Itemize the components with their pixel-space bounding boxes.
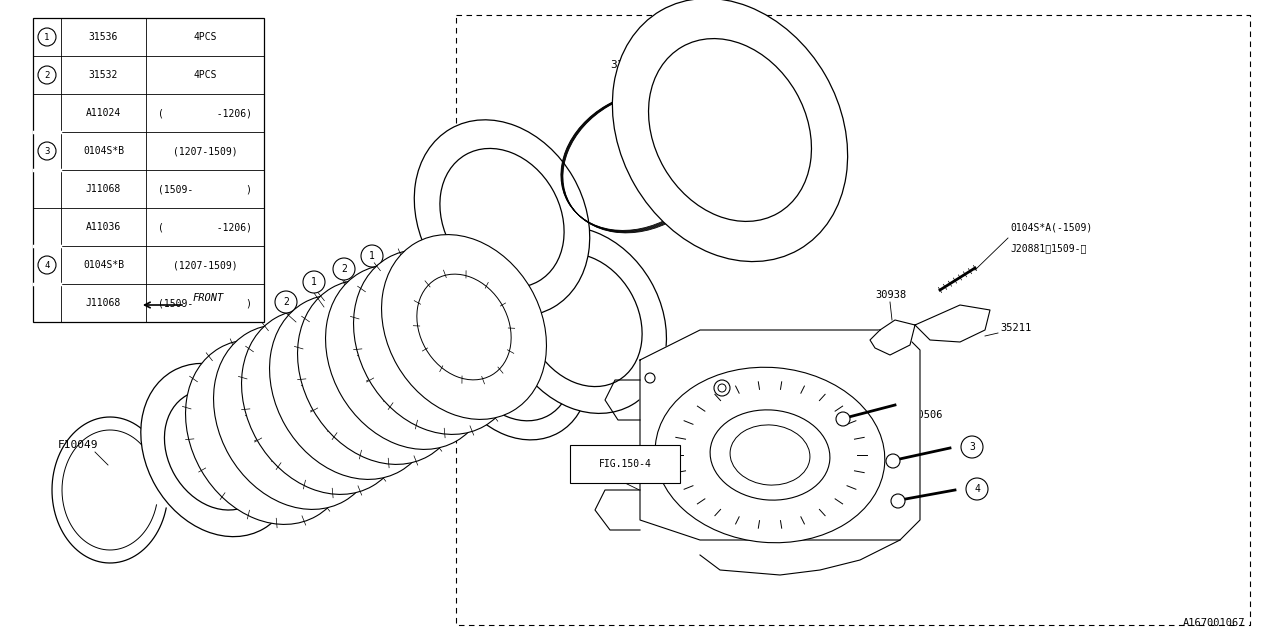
Text: G91414: G91414	[739, 370, 776, 380]
Ellipse shape	[524, 253, 643, 387]
Text: 1: 1	[369, 251, 375, 261]
Text: 0104S*A(-1509): 0104S*A(-1509)	[1010, 223, 1092, 233]
Ellipse shape	[361, 304, 456, 410]
Circle shape	[961, 436, 983, 458]
Text: (1509-         ): (1509- )	[157, 298, 252, 308]
Circle shape	[275, 291, 297, 313]
Ellipse shape	[415, 120, 590, 316]
Ellipse shape	[649, 38, 812, 221]
Polygon shape	[915, 305, 989, 342]
Ellipse shape	[297, 280, 462, 465]
Circle shape	[361, 245, 383, 267]
Bar	[570, 445, 680, 483]
Text: (         -1206): ( -1206)	[157, 108, 252, 118]
Ellipse shape	[612, 0, 847, 262]
Text: FIG.150-4: FIG.150-4	[599, 459, 652, 469]
Text: J11068: J11068	[86, 184, 122, 194]
Circle shape	[886, 454, 900, 468]
Circle shape	[718, 384, 726, 392]
Ellipse shape	[710, 410, 829, 500]
Text: 2: 2	[340, 264, 347, 274]
Ellipse shape	[333, 319, 428, 425]
Ellipse shape	[242, 310, 407, 495]
Text: 3: 3	[969, 442, 975, 452]
Ellipse shape	[440, 148, 564, 287]
Circle shape	[714, 380, 730, 396]
Text: 4: 4	[45, 260, 50, 269]
Text: F10049: F10049	[58, 440, 99, 450]
Text: J11068: J11068	[86, 298, 122, 308]
Ellipse shape	[305, 334, 399, 440]
Ellipse shape	[214, 324, 379, 509]
Text: 0104S*B: 0104S*B	[83, 146, 124, 156]
Text: 31668: 31668	[458, 160, 492, 170]
Ellipse shape	[389, 289, 483, 395]
Text: (1207-1509): (1207-1509)	[173, 146, 237, 156]
Ellipse shape	[221, 379, 315, 485]
Text: 31648: 31648	[800, 190, 833, 200]
Ellipse shape	[186, 340, 351, 524]
Circle shape	[38, 142, 56, 160]
Bar	[33, 18, 264, 322]
Ellipse shape	[164, 390, 271, 510]
Text: FRONT: FRONT	[193, 293, 224, 303]
Text: 31521: 31521	[590, 250, 623, 260]
Text: 4: 4	[974, 484, 980, 494]
Circle shape	[38, 66, 56, 84]
Text: 31536: 31536	[88, 32, 118, 42]
Text: (         -1206): ( -1206)	[157, 222, 252, 232]
Text: 0104S*B: 0104S*B	[83, 260, 124, 270]
Polygon shape	[870, 320, 915, 355]
Circle shape	[836, 412, 850, 426]
Ellipse shape	[655, 367, 884, 543]
Ellipse shape	[248, 364, 343, 470]
Text: E00612: E00612	[582, 360, 621, 370]
Ellipse shape	[499, 227, 667, 413]
Ellipse shape	[270, 294, 434, 479]
Ellipse shape	[417, 274, 511, 380]
Text: 4PCS: 4PCS	[193, 70, 216, 80]
Text: 31567: 31567	[220, 363, 253, 373]
Text: F0930: F0930	[530, 295, 561, 305]
Circle shape	[891, 494, 905, 508]
Ellipse shape	[353, 250, 518, 435]
Text: 31552: 31552	[611, 60, 644, 70]
Ellipse shape	[443, 276, 589, 440]
Text: 1: 1	[45, 33, 50, 42]
Text: J20881【1509-】: J20881【1509-】	[1010, 243, 1087, 253]
Text: A11024: A11024	[86, 108, 122, 118]
Text: 2: 2	[283, 297, 289, 307]
Text: G90506: G90506	[905, 410, 942, 420]
Circle shape	[333, 258, 355, 280]
Ellipse shape	[141, 364, 296, 537]
Ellipse shape	[325, 264, 490, 449]
Ellipse shape	[276, 349, 371, 455]
Polygon shape	[640, 330, 920, 540]
Circle shape	[966, 478, 988, 500]
Text: 30938: 30938	[876, 290, 906, 300]
Ellipse shape	[730, 425, 810, 485]
Text: 3: 3	[45, 147, 50, 156]
Circle shape	[38, 28, 56, 46]
Circle shape	[645, 373, 655, 383]
Text: 1: 1	[311, 277, 317, 287]
Text: (1207-1509): (1207-1509)	[173, 260, 237, 270]
Circle shape	[303, 271, 325, 293]
Ellipse shape	[461, 295, 572, 420]
Text: (1509-         ): (1509- )	[157, 184, 252, 194]
Text: 2: 2	[45, 70, 50, 79]
Text: A11036: A11036	[86, 222, 122, 232]
Text: 4PCS: 4PCS	[193, 32, 216, 42]
Text: 31532: 31532	[88, 70, 118, 80]
Ellipse shape	[381, 235, 547, 419]
Text: 35211: 35211	[1000, 323, 1032, 333]
Circle shape	[38, 256, 56, 274]
Text: A167001067: A167001067	[1183, 618, 1245, 628]
